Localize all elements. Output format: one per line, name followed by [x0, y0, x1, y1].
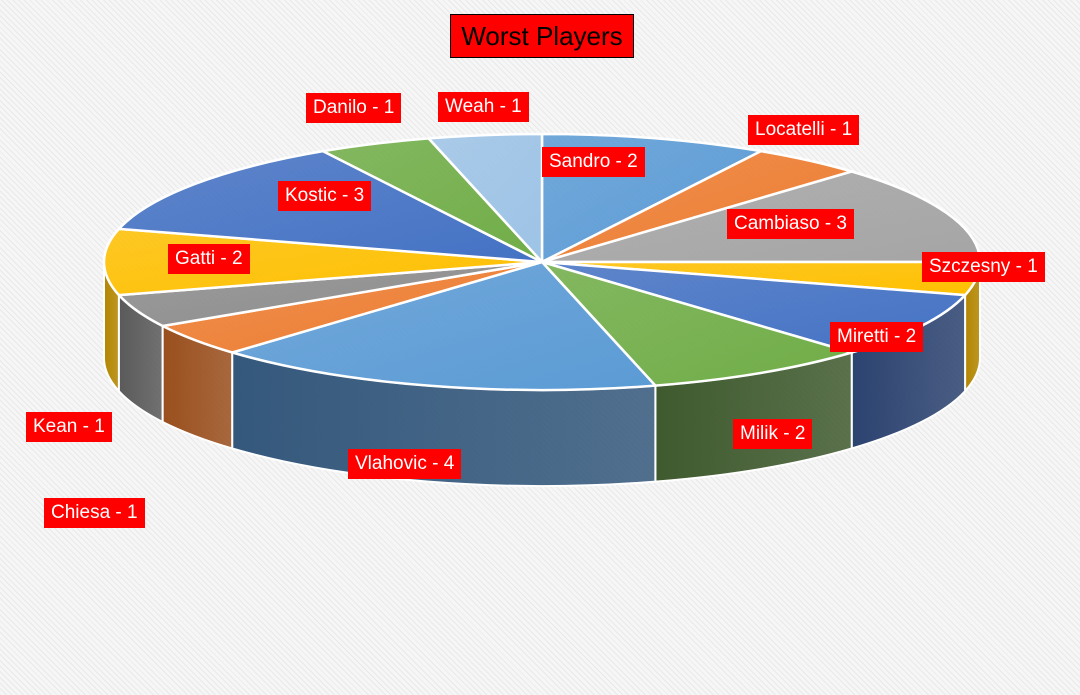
data-label-vlahovic: Vlahovic - 4	[348, 449, 462, 479]
data-label-szczesny: Szczesny - 1	[922, 252, 1045, 282]
data-label-kostic: Kostic - 3	[278, 181, 372, 211]
data-label-weah: Weah - 1	[438, 92, 529, 122]
data-label-gatti: Gatti - 2	[168, 244, 250, 274]
data-label-kean: Kean - 1	[26, 412, 112, 442]
data-label-milik: Milik - 2	[733, 419, 813, 449]
data-label-locatelli: Locatelli - 1	[748, 115, 860, 145]
data-label-cambiaso: Cambiaso - 3	[727, 209, 854, 239]
chart-title: Worst Players	[450, 14, 634, 58]
pie-slice-weah	[427, 132, 544, 264]
data-label-chiesa: Chiesa - 1	[44, 498, 145, 528]
pie-slice-milik	[540, 260, 853, 387]
data-label-miretti: Miretti - 2	[830, 322, 924, 352]
data-label-sandro: Sandro - 2	[542, 147, 645, 177]
pie-slice-vlahovic	[231, 260, 657, 392]
data-label-danilo: Danilo - 1	[306, 93, 402, 123]
